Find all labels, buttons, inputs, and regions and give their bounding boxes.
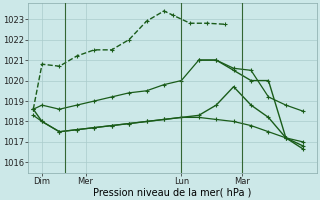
X-axis label: Pression niveau de la mer( hPa ): Pression niveau de la mer( hPa ) <box>93 187 252 197</box>
